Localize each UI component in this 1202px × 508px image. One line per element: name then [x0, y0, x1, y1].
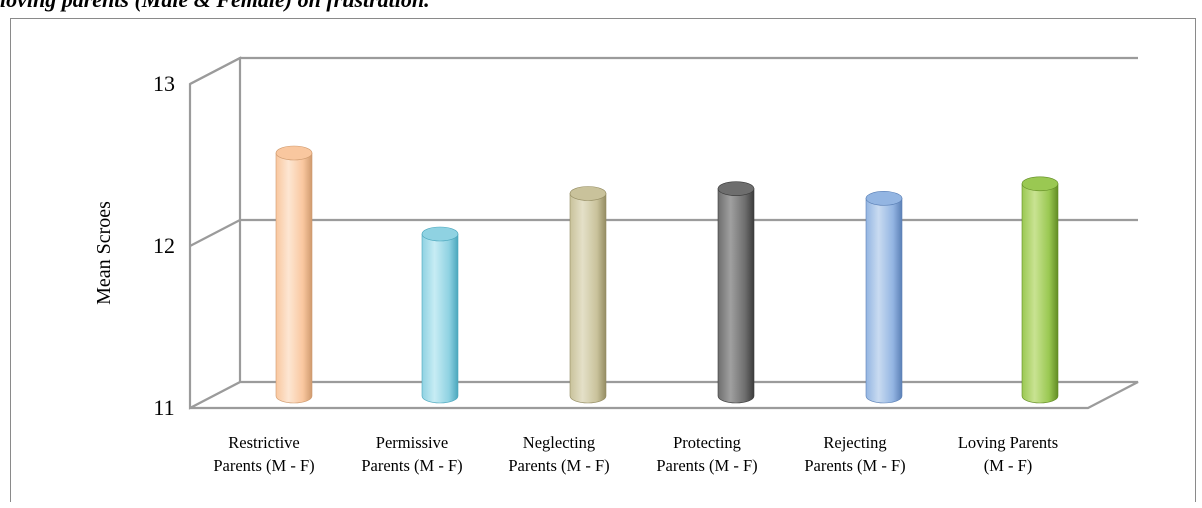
x-tick-label: Parents (M - F) — [213, 456, 314, 475]
bar-body — [717, 188, 755, 404]
x-tick-label: (M - F) — [984, 456, 1033, 475]
x-tick-label: Parents (M - F) — [361, 456, 462, 475]
gridline-13 — [189, 56, 1138, 85]
bar-top — [569, 186, 607, 201]
chart-walls — [188, 56, 1139, 410]
y-axis-ticks: 11 12 13 — [153, 71, 175, 420]
bar-6 — [1021, 176, 1059, 404]
bars — [275, 145, 1059, 404]
page-heading: loving parents (Male & Female) on frustr… — [0, 0, 430, 13]
bar-5 — [865, 191, 903, 404]
y-tick-label: 11 — [153, 395, 174, 420]
bar-body — [275, 152, 313, 404]
bar-4 — [717, 181, 755, 404]
x-tick-label: Protecting — [673, 433, 741, 452]
x-tick-label: Parents (M - F) — [656, 456, 757, 475]
bar-3 — [569, 186, 607, 404]
x-tick-label: Permissive — [376, 433, 448, 452]
bar-body — [1021, 183, 1059, 404]
bar-2 — [421, 226, 459, 404]
chart-frame — [10, 18, 1196, 502]
x-tick-label: Restrictive — [228, 433, 299, 452]
bar-1 — [275, 145, 313, 404]
gridline-12 — [189, 218, 1138, 247]
bar-top — [421, 226, 459, 242]
bar-body — [865, 198, 903, 404]
bar-body — [569, 193, 607, 404]
x-tick-label: Parents (M - F) — [804, 456, 905, 475]
x-axis-labels: Restrictive Parents (M - F) Permissive Pare… — [213, 433, 1058, 475]
x-tick-label: Rejecting — [823, 433, 886, 452]
y-tick-label: 12 — [153, 233, 175, 258]
y-tick-label: 13 — [153, 71, 175, 96]
chart-floor — [189, 380, 1139, 410]
x-tick-label: Loving Parents — [958, 433, 1058, 452]
x-tick-label: Parents (M - F) — [508, 456, 609, 475]
x-tick-label: Neglecting — [523, 433, 595, 452]
bar-top — [275, 145, 313, 161]
bar-top — [717, 181, 755, 196]
bar-body — [421, 233, 459, 404]
y-axis-label: Mean Scroes — [93, 201, 115, 305]
bar-top — [1021, 176, 1059, 192]
bar-top — [865, 191, 903, 206]
